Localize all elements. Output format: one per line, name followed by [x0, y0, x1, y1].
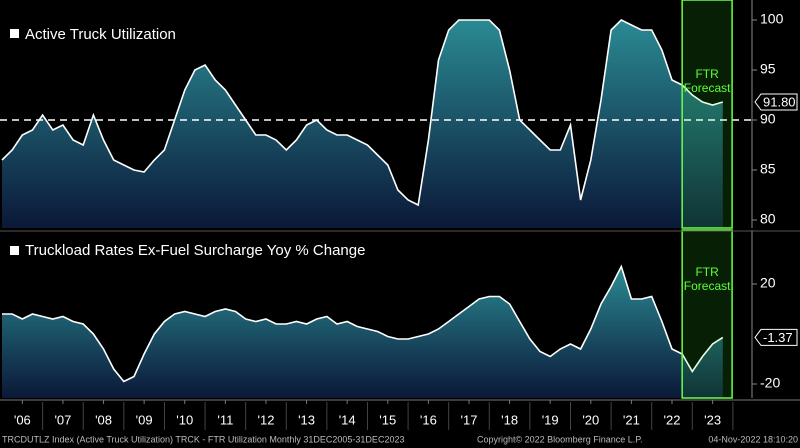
y-tick-label: 20 — [760, 275, 776, 291]
x-tick-label: '16 — [420, 412, 437, 427]
x-tick-label: '19 — [542, 412, 559, 427]
footer-copyright: Copyright© 2022 Bloomberg Finance L.P. — [477, 434, 643, 444]
y-tick-label: 100 — [760, 11, 784, 27]
line — [1, 19, 724, 207]
forecast-label: FTR Forecast — [683, 265, 731, 293]
x-tick-label: '20 — [582, 412, 599, 427]
area — [2, 266, 723, 398]
y-tick-label: 85 — [760, 161, 776, 177]
x-tick-label: '18 — [501, 412, 518, 427]
last-value-box — [754, 328, 798, 346]
x-tick-label: '14 — [339, 412, 356, 427]
forecast-shade — [681, 0, 733, 229]
title-marker — [10, 29, 19, 38]
forecast-label: FTR Forecast — [683, 67, 731, 95]
x-tick-label: '22 — [664, 412, 681, 427]
footer-source: TRCDUTLZ Index (Active Truck Utilization… — [2, 434, 404, 444]
x-tick-label: '10 — [176, 412, 193, 427]
forecast-shade — [681, 229, 733, 399]
x-tick-label: '12 — [257, 412, 274, 427]
x-tick-label: '17 — [461, 412, 478, 427]
title-marker — [10, 246, 19, 255]
last-value-label: -1.37 — [763, 330, 793, 345]
y-tick-label: 90 — [760, 111, 776, 127]
x-tick-label: '23 — [704, 412, 721, 427]
last-value-label: 91.80 — [763, 94, 796, 109]
x-tick-label: '07 — [54, 412, 71, 427]
x-tick-label: '21 — [623, 412, 640, 427]
chart-title: Active Truck Utilization — [25, 26, 176, 43]
x-tick-label: '09 — [136, 412, 153, 427]
area — [2, 20, 723, 228]
x-tick-label: '13 — [298, 412, 315, 427]
x-tick-label: '08 — [95, 412, 112, 427]
line — [2, 264, 724, 383]
x-tick-label: '11 — [217, 412, 233, 427]
footer-timestamp: 04-Nov-2022 18:10:20 — [708, 434, 798, 444]
chart-title: Truckload Rates Ex-Fuel Surcharge Yoy % … — [25, 242, 365, 259]
y-tick-label: 95 — [760, 61, 776, 77]
x-tick-label: '15 — [379, 412, 396, 427]
x-tick-label: '06 — [14, 412, 31, 427]
last-value-box — [754, 93, 798, 111]
y-tick-label: -20 — [760, 375, 780, 391]
y-tick-label: 80 — [760, 211, 776, 227]
